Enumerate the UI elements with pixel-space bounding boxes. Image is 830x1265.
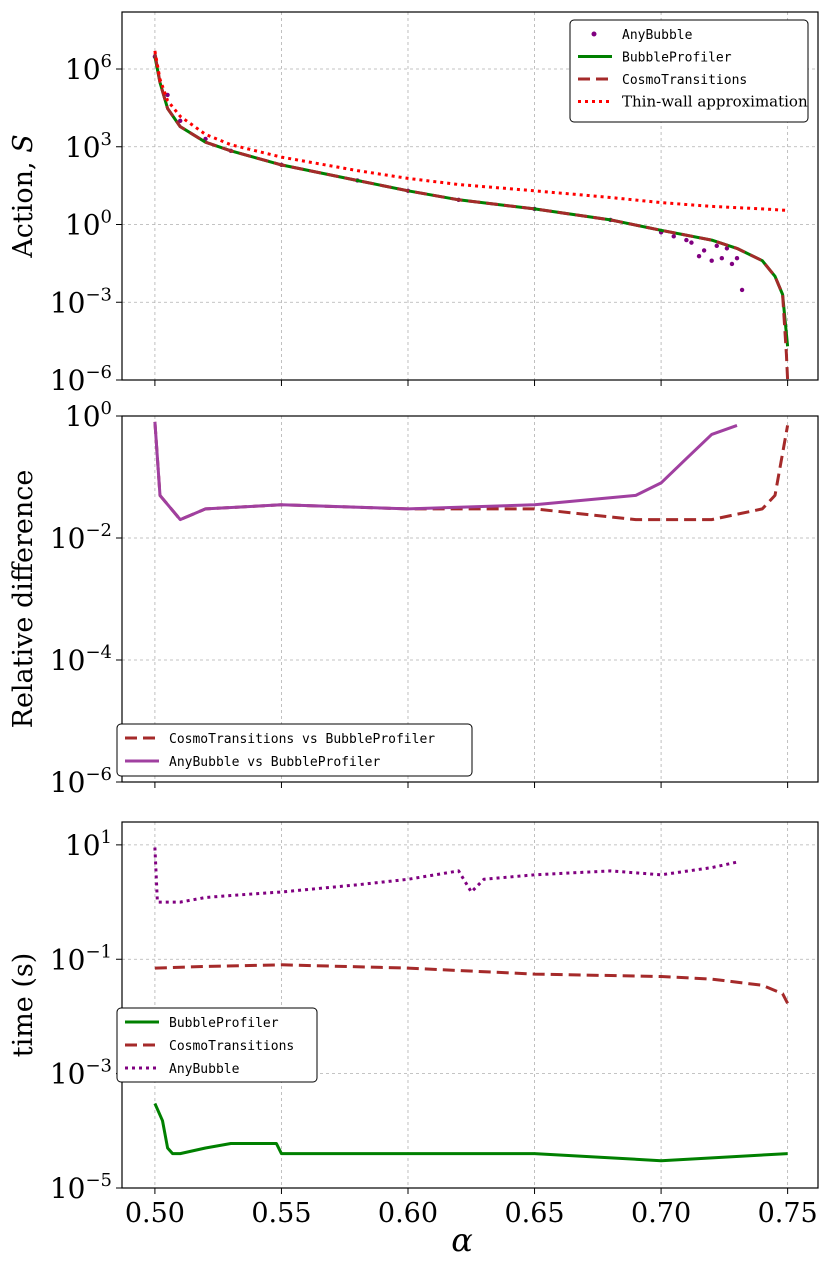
data-point [729,261,735,267]
series-line [153,421,790,522]
y-tick-label: 106 [65,51,112,86]
y-axis-label-text: Action, [8,153,39,259]
x-axis-label: α [451,1221,473,1259]
legend: AnyBubble BubbleProfiler CosmoTransitions T… [569,19,809,123]
plot-area [153,847,789,1163]
y-tick-exponent: 0 [101,398,112,419]
data-point [671,234,676,239]
y-tick-base: 10 [65,209,101,242]
plot-area [153,421,790,522]
y-tick-exponent: −1 [85,941,112,962]
y-tick-exponent: −6 [85,764,112,785]
data-point [719,256,725,261]
y-tick-label: 10−5 [50,1170,112,1205]
y-axis-label: Relative difference [8,470,39,729]
y-tick-base: 10 [50,286,86,319]
legend-label: BubbleProfiler [622,51,732,66]
legend-label: CosmoTransitions vs BubbleProfiler [169,732,435,747]
y-tick-exponent: 3 [101,129,112,150]
data-point [724,246,730,251]
data-point [701,248,707,253]
y-tick-label: 103 [65,129,112,164]
legend-label: Thin-wall approximation [622,93,808,111]
y-tick-label: 10−6 [50,362,112,397]
y-tick-exponent: −4 [85,642,112,663]
y-tick-base: 10 [65,131,101,164]
series-line [153,847,738,904]
y-tick-exponent: −3 [85,1056,112,1077]
legend-label: BubbleProfiler [169,1016,279,1031]
y-tick-base: 10 [50,522,86,555]
y-tick-base: 10 [50,943,86,976]
x-tick-label: 0.50 [125,1198,185,1229]
y-axis-label-symbol: S [8,134,39,153]
y-tick-exponent: −3 [85,284,112,305]
y-tick-exponent: −6 [85,362,112,383]
series-line [154,963,789,1004]
y-tick-exponent: 6 [101,51,112,72]
y-tick-base: 10 [65,400,101,433]
y-tick-base: 10 [65,829,101,862]
legend-label: AnyBubble vs BubbleProfiler [169,755,380,770]
y-tick-label: 10−6 [50,764,112,799]
y-tick-label: 100 [65,207,112,242]
x-tick-label: 0.60 [378,1198,438,1229]
data-point [689,240,694,245]
data-point [696,253,702,259]
y-tick-base: 10 [50,364,86,397]
legend-box [116,723,473,777]
y-tick-label: 10−3 [50,284,112,319]
plot-area [152,50,790,380]
data-point [178,118,183,124]
x-tick-label: 0.65 [504,1198,564,1229]
legend-label: AnyBubble [622,28,693,43]
data-point [714,243,719,249]
x-tick-label: 0.55 [251,1198,311,1229]
panel-3: 0.50 0.55 0.60 0.65 0.70 0.7510−510−310−1101t… [8,821,819,1229]
legend: BubbleProfiler CosmoTransitions AnyBubble [116,1007,318,1083]
y-tick-base: 10 [65,53,101,86]
axes-frame [121,11,819,381]
legend-label: CosmoTransitions [169,1039,294,1054]
data-point [684,237,689,243]
y-tick-exponent: −2 [85,520,112,541]
y-tick-label: 100 [65,398,112,433]
legend-box [116,1007,318,1083]
legend-label: CosmoTransitions [622,73,747,88]
x-tick-label: 0.75 [758,1198,818,1229]
y-tick-exponent: 0 [101,207,112,228]
y-tick-base: 10 [50,1172,86,1205]
series-line [153,53,790,380]
y-tick-label: 10−4 [50,642,112,677]
data-point [709,258,714,263]
axes-frame [121,821,819,1189]
y-axis-label: time (s) [8,953,39,1058]
y-tick-label: 10−3 [50,1056,112,1091]
y-tick-base: 10 [50,766,86,799]
y-axis-label: Action, S [8,134,39,258]
data-point [739,287,745,293]
series-line [153,50,788,212]
y-tick-label: 10−2 [50,520,112,555]
y-tick-label: 10−1 [50,941,112,976]
y-tick-base: 10 [50,1058,86,1091]
series-line [153,421,738,522]
y-tick-label: 101 [65,827,112,862]
axes-frame [121,415,819,783]
series-line [153,1102,788,1163]
y-tick-base: 10 [50,644,86,677]
legend-label: AnyBubble [169,1062,240,1077]
y-tick-exponent: 1 [101,827,112,848]
legend-marker [591,31,597,37]
legend: CosmoTransitions vs BubbleProfiler AnyBub… [116,723,473,777]
x-tick-label: 0.70 [631,1198,691,1229]
y-tick-exponent: −5 [85,1170,112,1191]
data-point [734,256,740,261]
legend-box [569,19,809,123]
